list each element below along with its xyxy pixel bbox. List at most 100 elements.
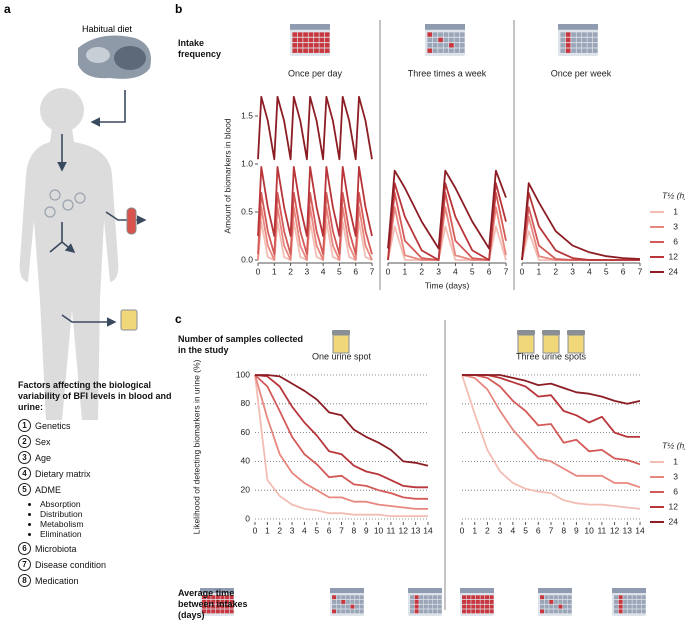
calendar-cell [480,609,485,614]
calendar-cell [211,595,216,600]
calendar-cell [454,32,460,37]
x-tick-label: 1 [265,525,270,535]
calendar-cell [215,609,220,614]
calendar-cell [443,32,449,37]
series-line [521,191,640,261]
x-tick-label: 11 [387,525,396,535]
calendar-icon [290,24,330,56]
y-tick-label: 1.5 [241,110,253,120]
calendar-cell [432,48,438,53]
calendar-cell [345,599,350,604]
calendar-cell [355,604,360,609]
x-tick-label: 7 [638,266,643,276]
series-line [462,374,640,438]
calendar-cell [592,43,598,48]
series-line [387,169,507,250]
x-tick-label: 13 [623,525,633,535]
calendar-cell [410,609,415,614]
calendar-cell [341,604,346,609]
calendar-cell [345,609,350,614]
calendar-cell [480,604,485,609]
calendar-cell [350,604,355,609]
x-tick-label: 12 [399,525,409,535]
calendar-cell [206,609,211,614]
footer-label: Average time between intakes (days) [178,588,248,620]
calendar-cell [220,609,225,614]
calendar-cell [215,604,220,609]
calendar-cell [324,43,330,48]
calendar-cell [211,599,216,604]
calendar-cell [220,604,225,609]
calendar-cell [471,609,476,614]
urine-cup [517,330,535,354]
calendar-cell [324,48,330,53]
calendar-cell [459,37,465,43]
legend-label: 6 [673,486,678,496]
calendar-cell [443,43,449,48]
factor-item: 5 ADME [18,483,183,496]
calendar-cell [459,32,465,37]
calendar-cell [540,595,545,600]
x-tick-label: 7 [549,525,554,535]
factor-number: 5 [18,483,31,496]
calendar-cell [303,32,308,37]
series-line [257,95,373,161]
calendar-cell [618,595,623,600]
calendar-cell [466,599,471,604]
arrow [61,314,117,327]
y-tick-label: 0.5 [241,206,253,216]
calendar-cell [459,48,465,53]
arrow [90,90,126,127]
urine-cup [332,330,350,354]
calendar-cell [410,604,415,609]
x-axis-label: Time (days) [425,280,470,290]
calendar-cell [427,37,433,43]
cup-lid [542,330,560,335]
calendar-cell [558,595,563,600]
calendar-cell [341,599,346,604]
calendar-icon [460,588,494,616]
calendar-cell [202,599,207,604]
calendar-cell [459,43,465,48]
calendar-cell [623,604,628,609]
x-tick-label: 4 [510,525,515,535]
legend-label: 1 [673,456,678,466]
calendar-cell [220,595,225,600]
series-line [461,374,641,489]
calendar-cell [485,599,490,604]
calendar-cell [303,37,308,43]
calendar-cell [303,48,308,53]
calendar-cell [427,43,433,48]
calendar-cell [433,595,438,600]
calendar-cell [614,609,619,614]
sub-item: Metabolism [40,519,183,529]
legend-label: 3 [673,471,678,481]
x-tick-label: 7 [339,525,344,535]
calendar-cell [540,599,545,604]
calendar-cell [637,609,642,614]
calendar-cell [428,609,433,614]
y-tick-label: 80 [241,398,251,408]
x-tick-label: 0 [460,525,465,535]
calendar-cell [211,609,216,614]
cup-body [517,334,535,354]
calendar-cell [432,43,438,48]
calendar-cell [560,37,566,43]
x-tick-label: 6 [327,525,332,535]
urine-cup [120,309,138,331]
subtitle: Three urine spots [516,351,587,361]
calendar-cell [637,599,642,604]
calendar-header [330,588,364,594]
calendar-cell [225,609,230,614]
calendar-cell [454,43,460,48]
calendar-cell [419,609,424,614]
calendar-cell [303,43,308,48]
x-tick-label: 0 [520,266,525,276]
calendar-icon [538,588,572,616]
calendar-cell [428,595,433,600]
food-illustration [78,35,151,79]
calendar-cell [627,604,632,609]
subtitle: One urine spot [312,351,372,361]
cup-body [542,334,560,354]
calendar-cell [454,37,460,43]
